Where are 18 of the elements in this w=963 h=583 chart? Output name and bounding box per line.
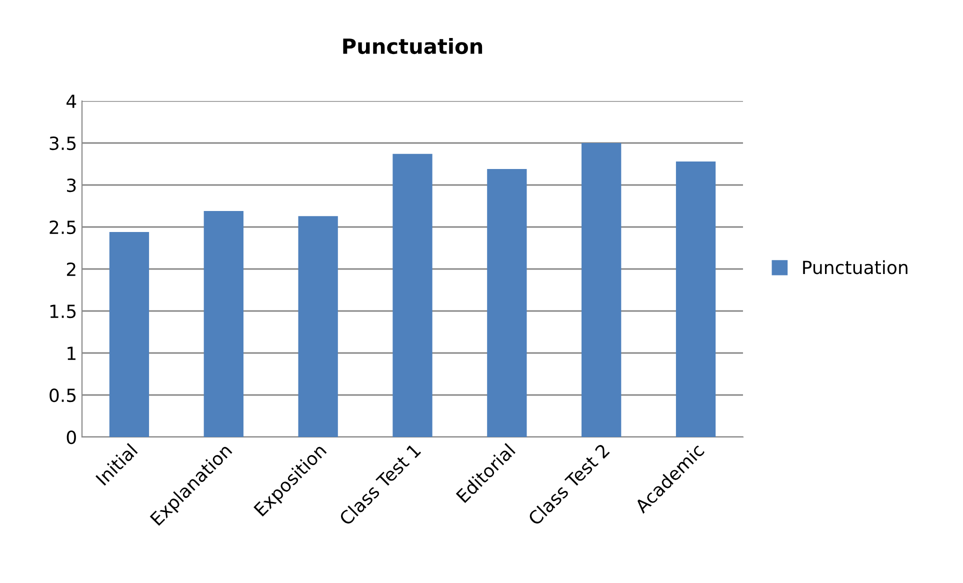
bar: [676, 161, 716, 437]
y-tick-label: 0.5: [50, 388, 76, 402]
y-tick-label: 4: [66, 94, 76, 108]
bar: [204, 211, 244, 437]
chart-title: Punctuation: [343, 38, 482, 54]
bar: [298, 216, 338, 437]
y-tick-label: 0: [66, 430, 76, 444]
y-tick-label: 1: [68, 346, 76, 360]
bar: [582, 143, 622, 437]
y-tick-label: 2: [66, 262, 76, 276]
y-tick-label: 3.5: [50, 136, 76, 150]
bar: [109, 232, 150, 437]
bar: [487, 169, 527, 437]
bar: [392, 154, 432, 437]
y-tick-label: 2.5: [50, 220, 76, 234]
y-tick-label: 1.5: [50, 304, 76, 318]
legend-label: Punctuation: [803, 260, 908, 274]
y-tick-label: 3: [67, 178, 76, 192]
